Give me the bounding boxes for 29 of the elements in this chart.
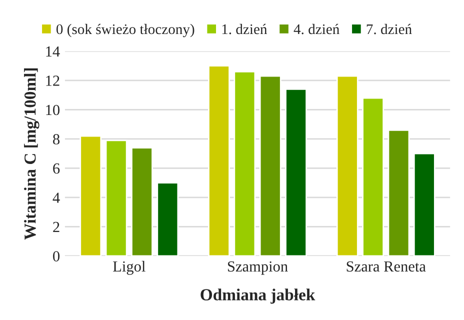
- y-tick-label: 10: [46, 104, 60, 116]
- bar: [259, 75, 282, 256]
- y-axis-title: Witamina C [mg/100ml]: [24, 68, 40, 240]
- legend-label: 0 (sok świeżo tłoczony): [56, 24, 194, 38]
- y-tick-label: 8: [53, 134, 60, 144]
- y-tick-label: 14: [46, 46, 60, 56]
- y-tick-label: 2: [53, 222, 60, 232]
- bar: [208, 65, 230, 256]
- bar: [156, 182, 179, 256]
- y-tick-label: 6: [53, 163, 60, 174]
- x-tick-label: Szampion: [228, 261, 288, 275]
- legend-label: 7. dzień: [366, 24, 412, 34]
- y-tick-label: 4: [52, 192, 60, 203]
- bar: [362, 97, 384, 256]
- bar: [336, 75, 358, 256]
- y-tick-label: 0: [53, 251, 60, 262]
- bar: [80, 135, 102, 256]
- x-axis-title: Odmiana jabłek: [200, 288, 316, 304]
- x-tick-label: Szara Reneta: [346, 261, 426, 272]
- bar: [413, 152, 436, 256]
- bar: [234, 70, 256, 256]
- bar: [105, 140, 128, 256]
- bar: [131, 147, 153, 256]
- y-tick-label: 12: [46, 76, 60, 86]
- bar: [388, 130, 410, 256]
- legend-label: 1. dzień: [222, 24, 268, 34]
- x-tick-label: Ligol: [113, 260, 146, 275]
- legend-label: 4. dzień: [294, 24, 340, 34]
- bar: [285, 88, 307, 256]
